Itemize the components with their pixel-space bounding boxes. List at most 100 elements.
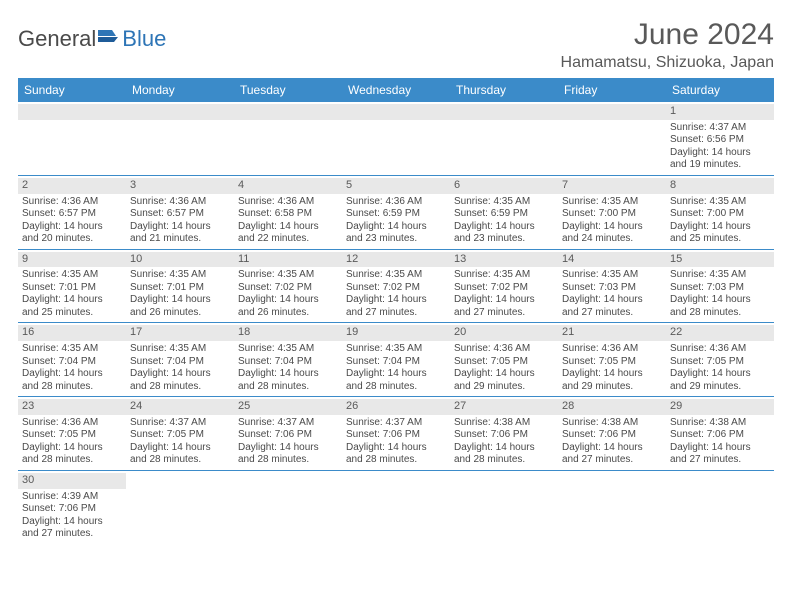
day-cell: 6Sunrise: 4:35 AMSunset: 6:59 PMDaylight… (450, 176, 558, 249)
sunrise-text: Sunrise: 4:35 AM (22, 343, 122, 356)
day-number-bar-empty (558, 104, 666, 120)
day-cell: 11Sunrise: 4:35 AMSunset: 7:02 PMDayligh… (234, 250, 342, 323)
sunset-text: Sunset: 7:06 PM (238, 429, 338, 442)
daylight-text: and 28 minutes. (454, 454, 554, 467)
day-number: 22 (666, 325, 774, 341)
daylight-text: and 26 minutes. (130, 307, 230, 320)
sunset-text: Sunset: 7:05 PM (22, 429, 122, 442)
sunrise-text: Sunrise: 4:35 AM (130, 343, 230, 356)
daylight-text: Daylight: 14 hours (346, 221, 446, 234)
weekday-header: Monday (126, 78, 234, 102)
sunrise-text: Sunrise: 4:38 AM (454, 417, 554, 430)
day-number: 3 (126, 178, 234, 194)
daylight-text: and 28 minutes. (238, 381, 338, 394)
day-cell: 21Sunrise: 4:36 AMSunset: 7:05 PMDayligh… (558, 323, 666, 396)
day-number: 4 (234, 178, 342, 194)
sunrise-text: Sunrise: 4:36 AM (670, 343, 770, 356)
day-cell (18, 102, 126, 175)
sunset-text: Sunset: 6:59 PM (346, 208, 446, 221)
sunset-text: Sunset: 7:03 PM (670, 282, 770, 295)
day-number-bar-empty (18, 104, 126, 120)
day-number: 6 (450, 178, 558, 194)
day-number: 8 (666, 178, 774, 194)
daylight-text: and 23 minutes. (454, 233, 554, 246)
daylight-text: and 27 minutes. (454, 307, 554, 320)
sunset-text: Sunset: 7:04 PM (130, 356, 230, 369)
weekday-header: Tuesday (234, 78, 342, 102)
day-cell: 20Sunrise: 4:36 AMSunset: 7:05 PMDayligh… (450, 323, 558, 396)
sunset-text: Sunset: 7:06 PM (346, 429, 446, 442)
daylight-text: and 28 minutes. (238, 454, 338, 467)
sunrise-text: Sunrise: 4:35 AM (670, 196, 770, 209)
daylight-text: Daylight: 14 hours (130, 368, 230, 381)
month-title: June 2024 (561, 18, 774, 52)
daylight-text: Daylight: 14 hours (238, 368, 338, 381)
sunrise-text: Sunrise: 4:36 AM (22, 196, 122, 209)
day-number: 17 (126, 325, 234, 341)
sunrise-text: Sunrise: 4:36 AM (22, 417, 122, 430)
daylight-text: Daylight: 14 hours (238, 294, 338, 307)
day-cell: 15Sunrise: 4:35 AMSunset: 7:03 PMDayligh… (666, 250, 774, 323)
week-row: 16Sunrise: 4:35 AMSunset: 7:04 PMDayligh… (18, 323, 774, 397)
day-number: 24 (126, 399, 234, 415)
sunset-text: Sunset: 7:04 PM (238, 356, 338, 369)
day-number: 1 (666, 104, 774, 120)
sunset-text: Sunset: 6:58 PM (238, 208, 338, 221)
day-cell (558, 102, 666, 175)
day-cell (450, 102, 558, 175)
sunrise-text: Sunrise: 4:36 AM (238, 196, 338, 209)
day-cell (234, 471, 342, 544)
weekday-header: Thursday (450, 78, 558, 102)
sunrise-text: Sunrise: 4:36 AM (562, 343, 662, 356)
day-cell: 19Sunrise: 4:35 AMSunset: 7:04 PMDayligh… (342, 323, 450, 396)
week-row: 30Sunrise: 4:39 AMSunset: 7:06 PMDayligh… (18, 471, 774, 544)
daylight-text: Daylight: 14 hours (670, 442, 770, 455)
sunset-text: Sunset: 7:05 PM (454, 356, 554, 369)
day-number: 5 (342, 178, 450, 194)
day-cell: 14Sunrise: 4:35 AMSunset: 7:03 PMDayligh… (558, 250, 666, 323)
day-number: 29 (666, 399, 774, 415)
day-number: 15 (666, 252, 774, 268)
daylight-text: and 27 minutes. (22, 528, 122, 541)
sunrise-text: Sunrise: 4:37 AM (238, 417, 338, 430)
day-cell (666, 471, 774, 544)
daylight-text: Daylight: 14 hours (562, 294, 662, 307)
page-header: General Blue June 2024 Hamamatsu, Shizuo… (18, 18, 774, 72)
daylight-text: Daylight: 14 hours (22, 294, 122, 307)
sunrise-text: Sunrise: 4:36 AM (346, 196, 446, 209)
day-cell: 26Sunrise: 4:37 AMSunset: 7:06 PMDayligh… (342, 397, 450, 470)
location-subtitle: Hamamatsu, Shizuoka, Japan (561, 54, 774, 72)
daylight-text: Daylight: 14 hours (130, 221, 230, 234)
sunset-text: Sunset: 6:56 PM (670, 134, 770, 147)
day-number: 23 (18, 399, 126, 415)
sunset-text: Sunset: 7:00 PM (670, 208, 770, 221)
day-cell (450, 471, 558, 544)
sunset-text: Sunset: 7:05 PM (670, 356, 770, 369)
day-number: 16 (18, 325, 126, 341)
week-row: 9Sunrise: 4:35 AMSunset: 7:01 PMDaylight… (18, 250, 774, 324)
daylight-text: and 19 minutes. (670, 159, 770, 172)
daylight-text: Daylight: 14 hours (346, 294, 446, 307)
day-number: 25 (234, 399, 342, 415)
sunrise-text: Sunrise: 4:35 AM (22, 269, 122, 282)
sunrise-text: Sunrise: 4:35 AM (346, 343, 446, 356)
daylight-text: and 29 minutes. (562, 381, 662, 394)
weekday-header: Friday (558, 78, 666, 102)
day-number: 7 (558, 178, 666, 194)
day-number: 10 (126, 252, 234, 268)
daylight-text: and 21 minutes. (130, 233, 230, 246)
day-cell: 25Sunrise: 4:37 AMSunset: 7:06 PMDayligh… (234, 397, 342, 470)
day-number: 28 (558, 399, 666, 415)
day-cell (342, 102, 450, 175)
day-cell: 18Sunrise: 4:35 AMSunset: 7:04 PMDayligh… (234, 323, 342, 396)
day-cell (342, 471, 450, 544)
day-cell: 30Sunrise: 4:39 AMSunset: 7:06 PMDayligh… (18, 471, 126, 544)
day-cell (126, 102, 234, 175)
daylight-text: and 20 minutes. (22, 233, 122, 246)
daylight-text: and 24 minutes. (562, 233, 662, 246)
daylight-text: and 26 minutes. (238, 307, 338, 320)
brand-logo: General Blue (18, 18, 166, 52)
sunrise-text: Sunrise: 4:35 AM (454, 196, 554, 209)
daylight-text: Daylight: 14 hours (562, 442, 662, 455)
sunrise-text: Sunrise: 4:36 AM (130, 196, 230, 209)
